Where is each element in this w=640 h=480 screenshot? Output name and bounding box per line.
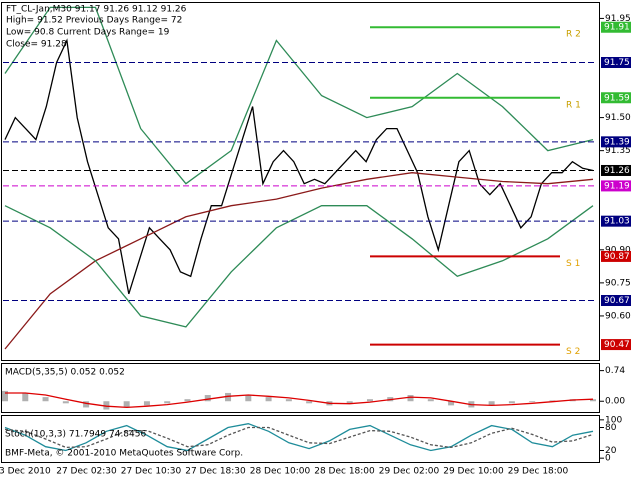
histogram-bar <box>448 401 455 406</box>
info: Close= 91.28 <box>6 40 67 50</box>
info: High= 91.52 Previous Days Range= 72 <box>6 16 182 26</box>
pivot-label: S 2 <box>566 347 580 357</box>
y-tick-label: 90.90 <box>605 245 631 255</box>
histogram-bar <box>407 395 414 402</box>
x-tick-label: 27 Dec 18:30 <box>185 467 246 477</box>
pivot-label: S 1 <box>566 259 580 269</box>
series-line <box>4 172 594 350</box>
y-tick-label: 0.00 <box>605 397 625 407</box>
price-box-label: 91.59 <box>604 93 630 103</box>
x-tick-label: 29 Dec 02:00 <box>379 467 440 477</box>
y-tick-label: 100 <box>605 415 622 425</box>
histogram-bar <box>2 390 8 402</box>
histogram-bar <box>529 401 536 403</box>
histogram-bar <box>42 397 49 402</box>
price-box-label: 90.87 <box>604 252 630 262</box>
histogram-bar <box>204 395 211 402</box>
main-panel <box>1 2 600 361</box>
price-box-label: 91.91 <box>604 23 630 33</box>
y-tick-label: 0 <box>605 454 611 464</box>
histogram-bar <box>590 399 596 402</box>
price-box-label: 91.19 <box>604 181 630 191</box>
price-box-label: 91.03 <box>604 217 630 227</box>
price-box <box>601 339 631 351</box>
x-tick-label: 28 Dec 18:00 <box>314 467 375 477</box>
histogram-bar <box>346 401 353 404</box>
series-line <box>4 38 594 295</box>
price-box <box>601 250 631 262</box>
footer: BMF-Meta, © 2001-2010 MetaQuotes Softwar… <box>5 449 243 459</box>
histogram-bar <box>83 401 90 408</box>
price-box <box>601 21 631 33</box>
x-tick-label: 29 Dec 10:00 <box>443 467 504 477</box>
y-tick-label: 91.35 <box>605 146 631 156</box>
pivot-label: R 1 <box>566 100 581 110</box>
price-box <box>601 215 631 227</box>
info: Low= 90.8 Current Days Range= 19 <box>6 28 170 38</box>
price-box-label: 90.67 <box>604 296 630 306</box>
y-tick-label: 0.74 <box>605 366 625 376</box>
y-tick-label: 90.60 <box>605 311 631 321</box>
histogram-bar <box>265 397 272 402</box>
macd-panel <box>1 363 600 413</box>
histogram-bar <box>103 401 110 410</box>
histogram-bar <box>123 401 130 408</box>
histogram-bar <box>62 401 69 404</box>
stoch-panel <box>1 415 600 463</box>
histogram-bar <box>488 401 495 406</box>
series-line <box>4 426 594 449</box>
y-tick-label: 20 <box>605 446 617 456</box>
histogram-bar <box>549 400 556 402</box>
x-tick-label: 27 Dec 10:30 <box>121 467 182 477</box>
macd-title: MACD(5,35,5) 0.052 0.052 <box>5 368 125 378</box>
series-line <box>4 205 594 328</box>
histogram-bar <box>22 392 29 402</box>
series-line <box>4 423 594 452</box>
y-tick-label: 91.95 <box>605 14 631 24</box>
price-box <box>601 92 631 104</box>
histogram-bar <box>225 392 232 402</box>
histogram-bar <box>184 399 191 402</box>
price-box <box>601 295 631 306</box>
y-tick-label: 91.50 <box>605 113 631 123</box>
histogram-bar <box>427 399 434 402</box>
histogram-bar <box>508 401 515 404</box>
histogram-bar <box>366 399 373 402</box>
y-tick-label: 90.75 <box>605 278 631 288</box>
price-box-label: 91.26 <box>604 166 630 176</box>
price-box <box>601 136 631 148</box>
histogram-bar <box>164 401 171 404</box>
x-tick-label: 29 Dec 18:00 <box>508 467 569 477</box>
series-line <box>5 392 594 409</box>
y-tick-label: 80 <box>605 423 617 433</box>
histogram-bar <box>285 399 292 402</box>
stoch-title: Stoch(10,3,3) 71.7949 74.8456 <box>5 430 146 440</box>
x-tick-label: 28 Dec 10:00 <box>250 467 311 477</box>
series-line <box>4 6 594 185</box>
chart-title: FT_CL-Jan,M30 91.17 91.26 91.12 91.26 <box>6 5 187 15</box>
x-tick-label: 27 Dec 02:30 <box>56 467 117 477</box>
price-box <box>601 180 631 192</box>
price-box <box>601 57 631 68</box>
pivot-label: R 2 <box>566 30 581 40</box>
histogram-bar <box>306 401 313 404</box>
price-box <box>601 164 631 176</box>
histogram-bar <box>245 395 252 402</box>
x-tick-label: 23 Dec 2010 <box>0 467 51 477</box>
price-box-label: 91.39 <box>604 137 630 147</box>
histogram-bar <box>143 401 150 406</box>
price-box-label: 90.47 <box>604 340 630 350</box>
price-box-label: 91.75 <box>604 58 630 68</box>
